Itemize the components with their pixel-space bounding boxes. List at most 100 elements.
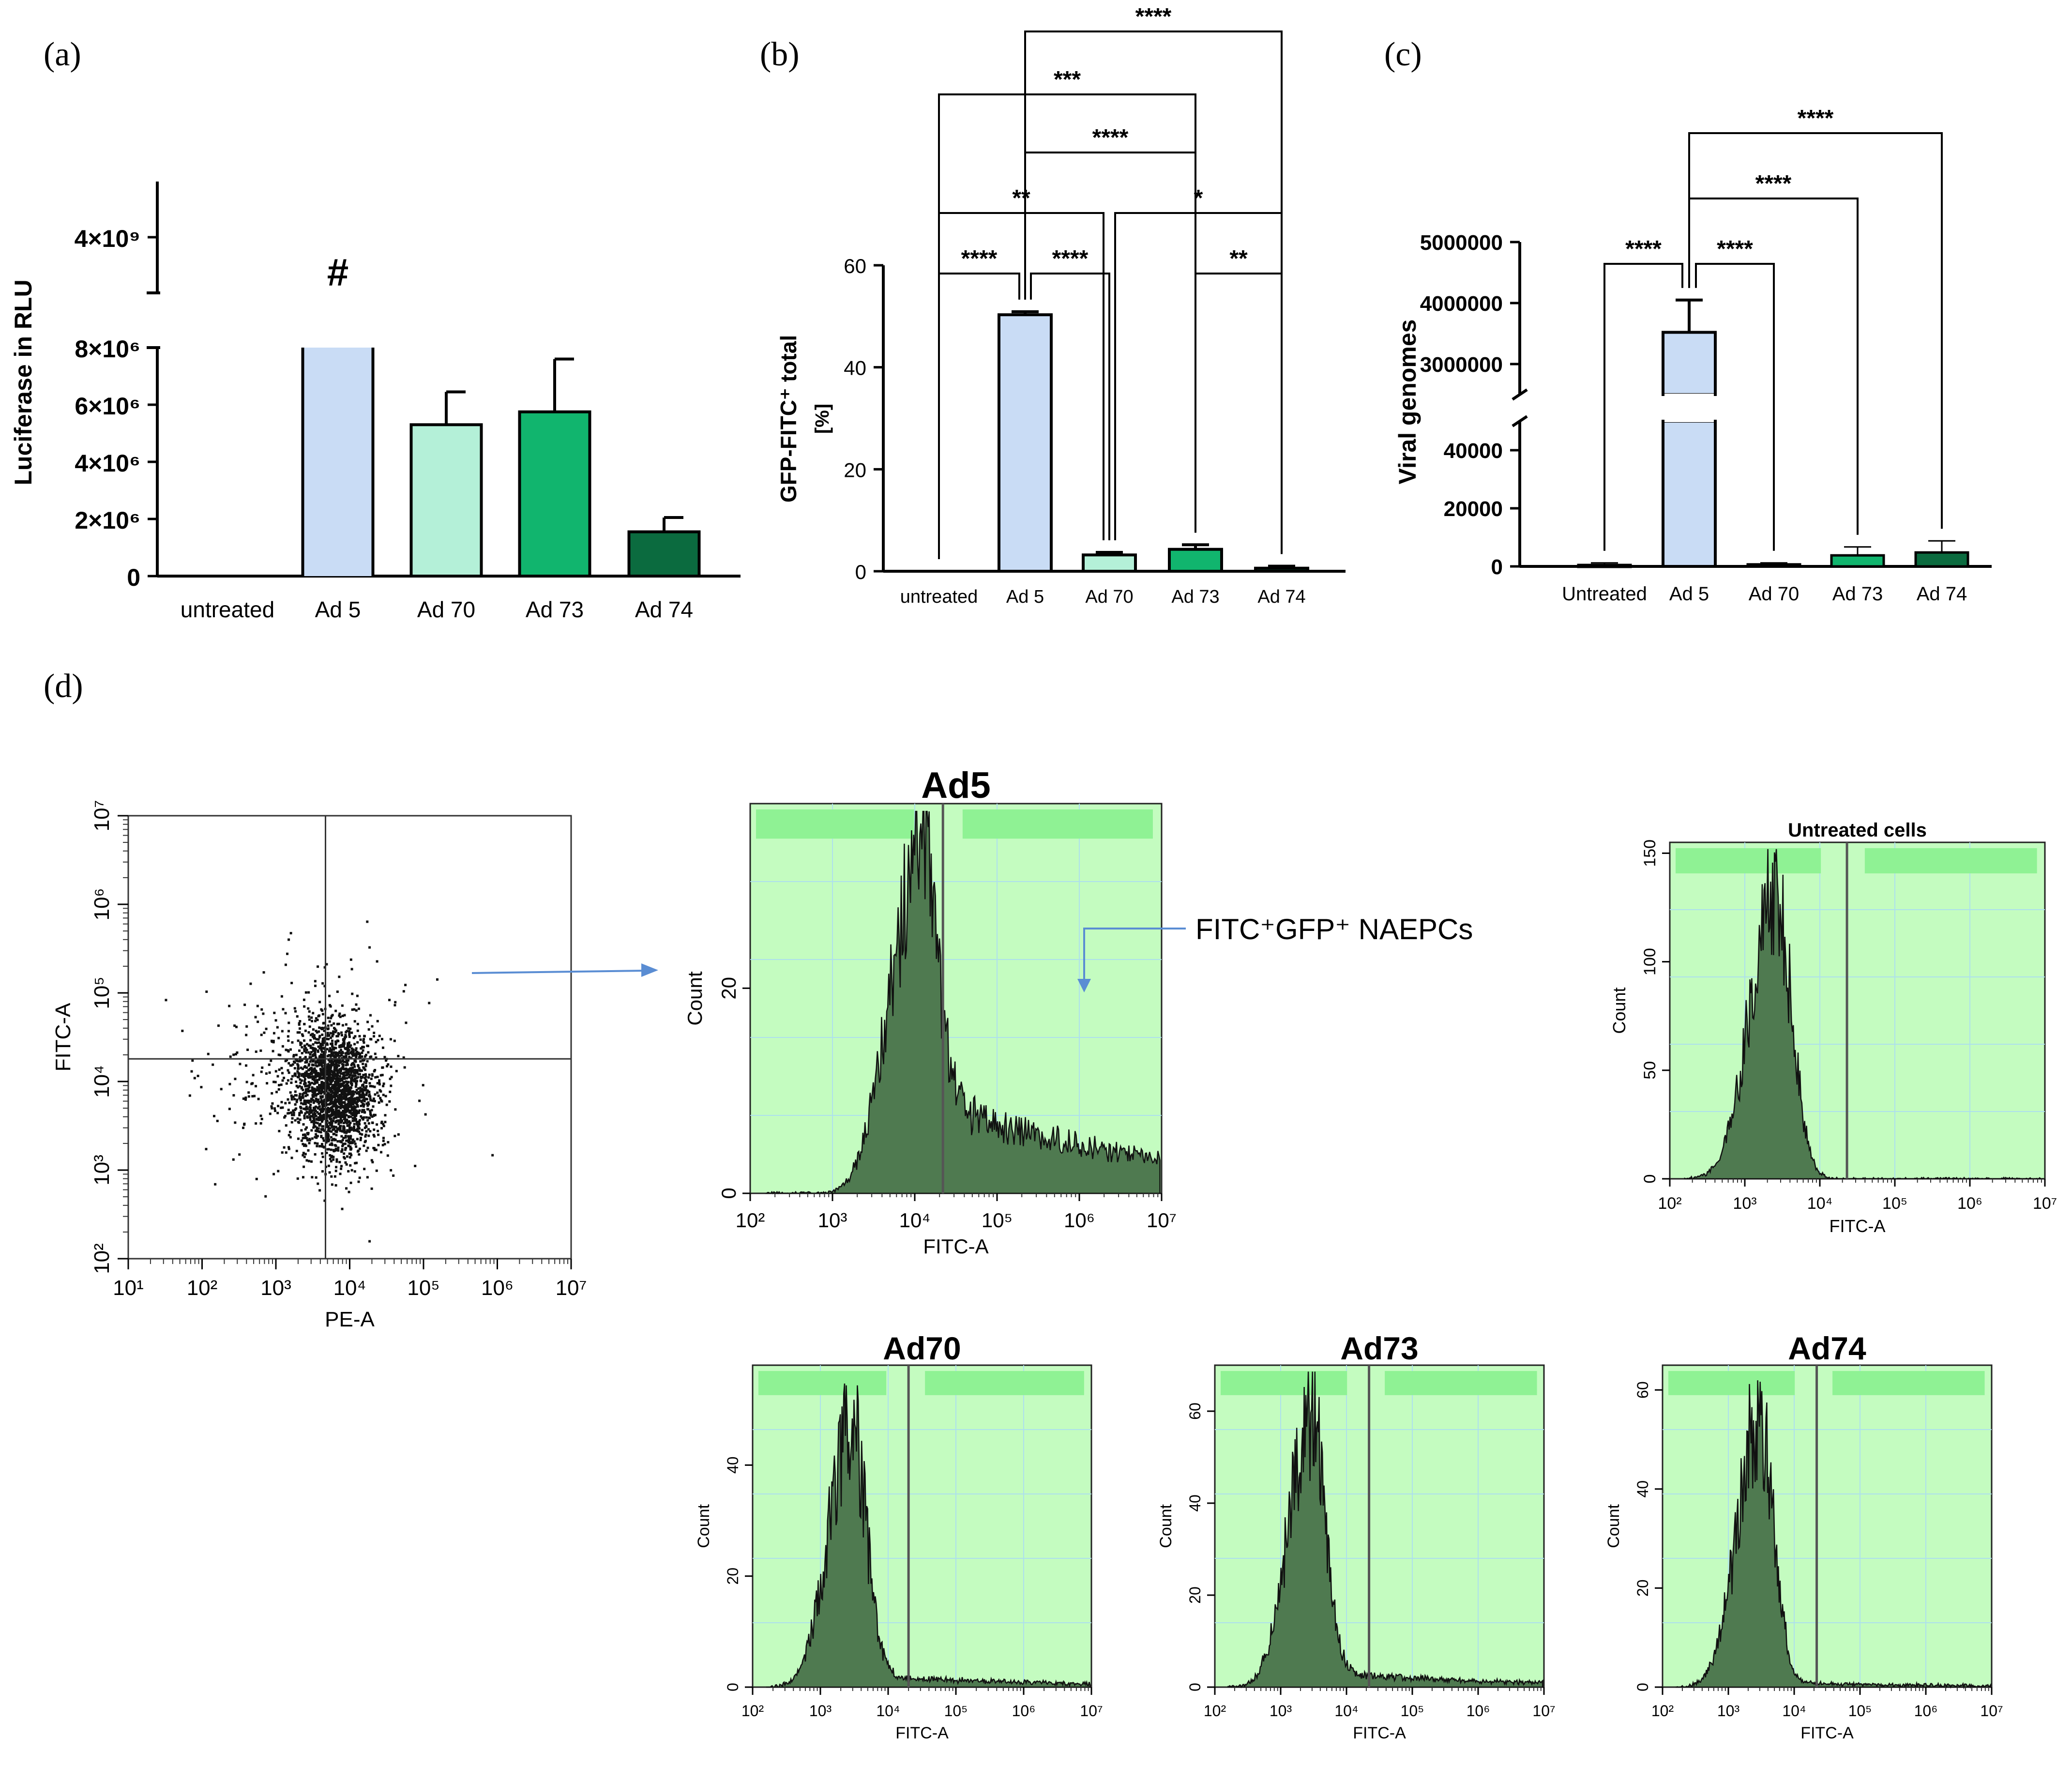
scatter-point (349, 1126, 352, 1129)
scatter-point (318, 1189, 321, 1192)
scatter-point (305, 1159, 308, 1162)
scatter-point (330, 1148, 333, 1151)
scatter-point (317, 1127, 320, 1130)
scatter-point (379, 1074, 382, 1077)
scatter-point (344, 1071, 347, 1074)
scatter-point (317, 1093, 319, 1096)
scatter-point (345, 1163, 348, 1166)
scatter-point (377, 1039, 379, 1042)
scatter-point (244, 1097, 247, 1099)
scatter-point (312, 1120, 315, 1123)
scatter-point (318, 1091, 321, 1094)
scatter-point (388, 1100, 391, 1103)
scatter-point (345, 1064, 348, 1066)
scatter-point (322, 1091, 325, 1094)
scatter-point (333, 1100, 336, 1103)
scatter-point (245, 1064, 248, 1067)
scatter-point (347, 1099, 350, 1102)
scatter-point (370, 1109, 373, 1112)
scatter-point (358, 1119, 361, 1122)
scatter-point (339, 1101, 342, 1104)
scatter-point (390, 1169, 393, 1172)
scatter-point (246, 1048, 249, 1051)
scatter-point (322, 1117, 325, 1120)
scatter-point (353, 1068, 356, 1071)
scatter-point (345, 1131, 348, 1134)
scatter-point (259, 1122, 262, 1125)
scatter-point (320, 1120, 323, 1123)
x-tick-label: 10³ (809, 1702, 832, 1720)
scatter-point (264, 1195, 267, 1198)
scatter-point (254, 1016, 257, 1019)
scatter-point (304, 1056, 307, 1059)
y-tick-label: 10³ (90, 1155, 114, 1186)
scatter-point (334, 1047, 337, 1050)
scatter-point (325, 1133, 328, 1136)
scatter-point (333, 1028, 336, 1031)
scatter-point (352, 1051, 355, 1053)
scatter-point (355, 1009, 358, 1012)
scatter-point (326, 1103, 329, 1106)
scatter-point (347, 1081, 349, 1083)
x-tick-label: Ad 70 (1749, 583, 1800, 605)
scatter-point (317, 1038, 320, 1041)
scatter-point (366, 1104, 369, 1107)
scatter-point (329, 1042, 332, 1045)
scatter-point (271, 1107, 273, 1110)
scatter-point (315, 1114, 318, 1117)
scatter-point (370, 1077, 373, 1080)
scatter-point (369, 1110, 372, 1112)
scatter-point (337, 1061, 340, 1064)
scatter-point (385, 1103, 388, 1106)
scatter-point (326, 1115, 329, 1118)
scatter-point (284, 1102, 287, 1105)
scatter-point (355, 1047, 358, 1050)
scatter-point (314, 1054, 317, 1057)
y-tick-label: 100 (1641, 948, 1659, 975)
scatter-point (329, 1047, 332, 1050)
scatter-point (301, 1046, 303, 1049)
scatter-point (274, 1019, 277, 1022)
x-tick-label: 10⁴ (899, 1209, 931, 1232)
scatter-point (358, 1073, 361, 1076)
scatter-point (343, 1036, 346, 1039)
scatter-point (330, 1024, 333, 1027)
scatter-point (305, 1105, 308, 1108)
scatter-point (351, 1063, 354, 1066)
scatter-point (354, 1111, 357, 1113)
scatter-point (305, 1070, 308, 1073)
scatter-point (380, 1127, 383, 1129)
scatter-point (307, 991, 310, 994)
scatter-point (301, 1051, 303, 1054)
y-axis-label-unit: [%] (812, 404, 833, 434)
scatter-point (323, 1083, 326, 1086)
scatter-point (343, 1157, 346, 1160)
scatter-point (287, 1098, 289, 1101)
scatter-point (316, 1122, 319, 1125)
scatter-point (362, 1063, 364, 1066)
scatter-point (347, 1052, 350, 1055)
scatter-point (373, 1100, 376, 1103)
scatter-point (351, 992, 354, 995)
scatter-point (349, 1152, 352, 1155)
scatter-point (328, 1130, 331, 1133)
scatter-point (303, 1101, 306, 1104)
scatter-point (368, 1082, 371, 1085)
scatter-point (338, 1046, 341, 1049)
scatter-point (375, 1040, 378, 1043)
y-tick-label: 20 (724, 1568, 741, 1585)
scatter-point (365, 1116, 368, 1119)
scatter-point (290, 1064, 293, 1067)
scatter-point (315, 1097, 318, 1100)
scatter-point (358, 1120, 361, 1123)
scatter-point (354, 1060, 357, 1063)
scatter-point (363, 1067, 365, 1070)
scatter-point (331, 1079, 333, 1082)
scatter-point (295, 1100, 298, 1103)
scatter-point (337, 1069, 340, 1072)
scatter-point (303, 1117, 306, 1120)
scatter-point (318, 1041, 320, 1044)
scatter-point (330, 1015, 333, 1018)
scatter-point (274, 1070, 277, 1073)
scatter-point (321, 1156, 324, 1158)
